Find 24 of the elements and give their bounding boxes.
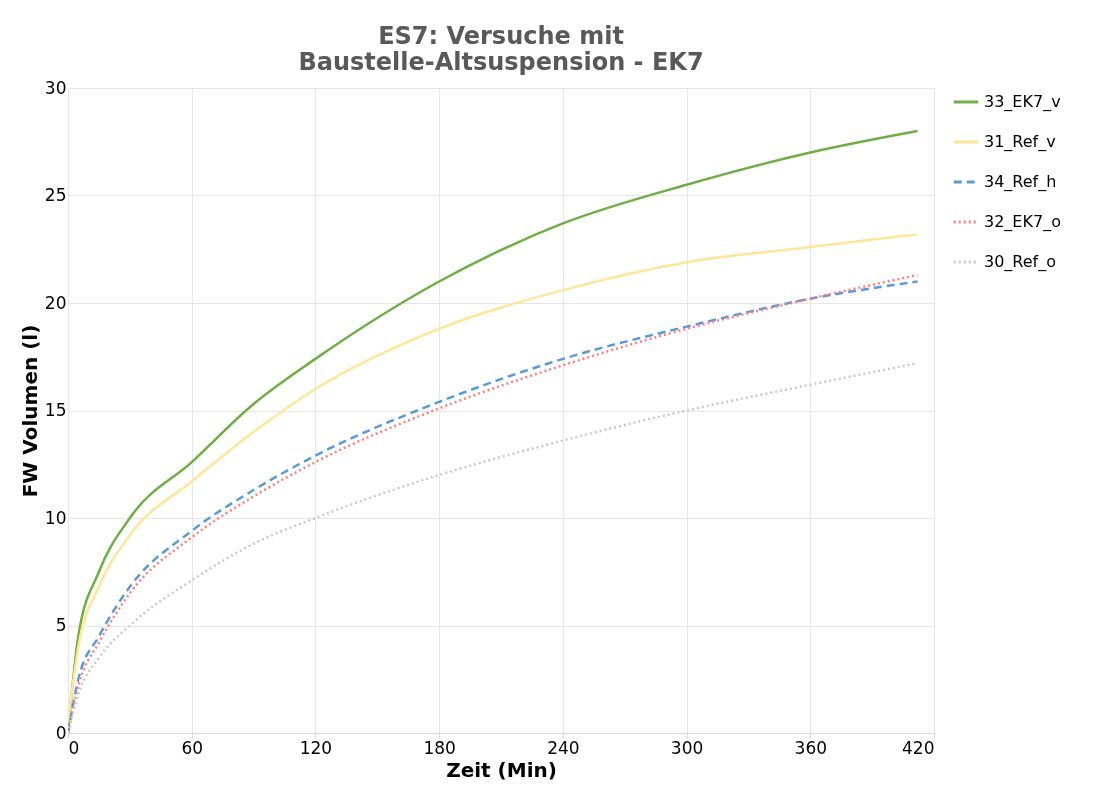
legend-label: 31_Ref_v (984, 132, 1056, 152)
x-tick-label: 60 (181, 737, 204, 758)
y-axis-title: FW Volumen (l) (17, 324, 42, 498)
legend-label: 34_Ref_h (984, 172, 1057, 192)
x-tick-label: 120 (299, 737, 333, 758)
x-tick-label: 300 (670, 737, 704, 758)
y-tick-label: 5 (55, 615, 67, 635)
x-tick-label: 420 (902, 737, 935, 758)
x-tick-label: 0 (68, 737, 80, 758)
chart-title: ES7: Versuche mit Baustelle-Altsuspension - EK7 (298, 22, 704, 76)
y-tick-label: 25 (44, 185, 67, 205)
x-tick-label: 180 (423, 737, 456, 758)
legend-label: 33_EK7_v (984, 92, 1061, 112)
y-tick-label: 0 (55, 722, 67, 743)
y-tick-label: 10 (44, 507, 67, 528)
x-tick-label: 240 (547, 737, 580, 758)
legend-label: 32_EK7_o (984, 212, 1061, 232)
y-tick-label: 30 (44, 77, 67, 98)
y-tick-label: 20 (44, 292, 67, 313)
x-tick-label: 360 (794, 737, 828, 758)
x-axis-title: Zeit (Min) (446, 757, 557, 782)
y-tick-label: 15 (44, 400, 67, 420)
line-series (68, 361, 919, 733)
legend-label: 30_Ref_o (984, 252, 1057, 272)
